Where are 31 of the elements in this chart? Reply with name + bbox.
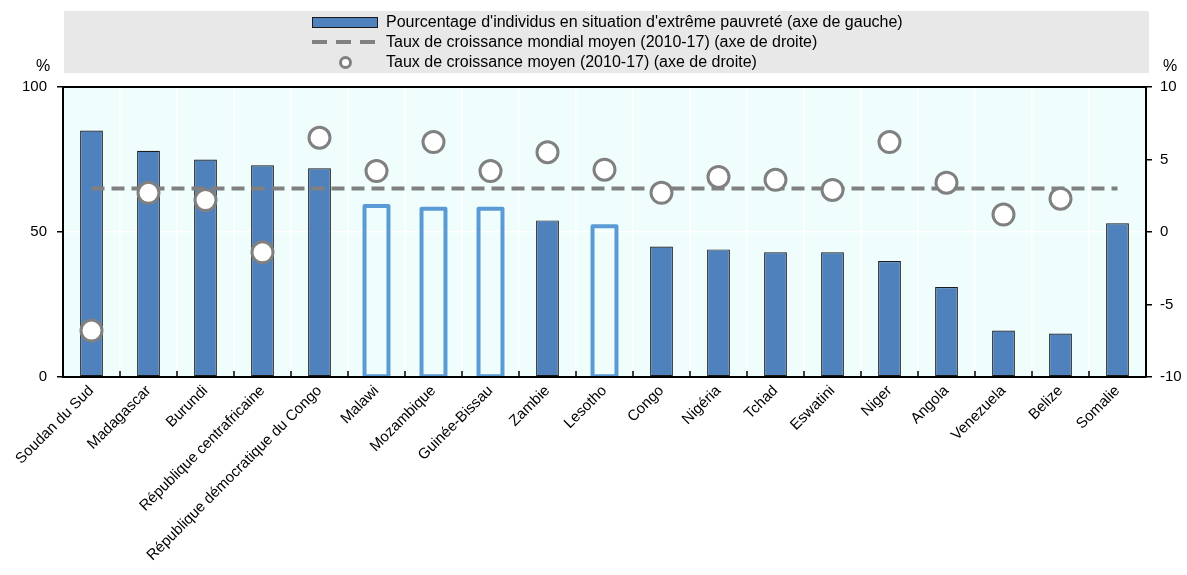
point (592, 157, 617, 182)
point (250, 240, 275, 265)
point (1048, 186, 1073, 211)
legend-label: Taux de croissance mondial moyen (2010-17) (axe de droite) (386, 32, 818, 52)
y2-tick-label: -5 (1160, 294, 1174, 312)
y2-tick-label: -10 (1160, 367, 1182, 385)
y-tick-label: 50 (30, 222, 47, 240)
point (877, 130, 902, 155)
point (478, 159, 503, 184)
legend-label: Taux de croissance moyen (2010-17) (axe de droite) (386, 52, 757, 72)
y2-axis-title: % (1162, 57, 1178, 75)
point (706, 164, 731, 189)
point (307, 125, 332, 150)
y2-tick-label: 0 (1160, 222, 1169, 240)
point (649, 180, 674, 205)
point (79, 318, 104, 343)
point (991, 202, 1016, 227)
point (136, 180, 161, 205)
point (421, 130, 446, 155)
y-axis-title: % (35, 57, 51, 75)
y-tick-label: 100 (21, 77, 47, 95)
point (535, 140, 560, 165)
point (820, 177, 845, 202)
y2-tick-label: 5 (1160, 149, 1169, 167)
point (934, 170, 959, 195)
point (763, 167, 788, 192)
point (364, 159, 389, 184)
legend-label: Pourcentage d'individus en situation d'extrême pauvreté (axe de gauche) (386, 12, 903, 32)
y2-tick-label: 10 (1160, 77, 1177, 95)
y-tick-label: 0 (38, 367, 47, 385)
point (193, 188, 218, 213)
